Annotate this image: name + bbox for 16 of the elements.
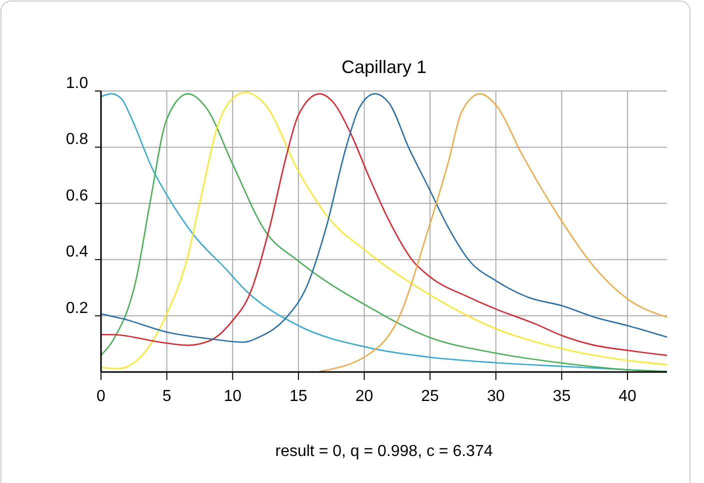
x-tick-label: 0 (96, 388, 106, 405)
x-tick-label: 10 (224, 388, 242, 405)
x-tick-label: 30 (486, 388, 505, 405)
y-tick-label: 0.6 (66, 187, 88, 204)
x-tick-label: 15 (290, 388, 308, 405)
x-tick-label: 5 (162, 388, 172, 405)
x-tick-label: 40 (618, 388, 637, 405)
y-tick-label: 0.8 (66, 131, 88, 148)
chart-title: Capillary 1 (341, 57, 427, 77)
x-tick-label: 25 (421, 388, 440, 405)
text: result = 0, q = 0.998, c = 6.374 (275, 443, 493, 460)
x-tick-label: 20 (355, 388, 374, 405)
x-tick-label: 35 (552, 388, 571, 405)
y-tick-label: 0.2 (66, 300, 88, 317)
y-tick-label: 0.4 (66, 244, 88, 261)
y-tick-label: 1.0 (66, 75, 88, 92)
